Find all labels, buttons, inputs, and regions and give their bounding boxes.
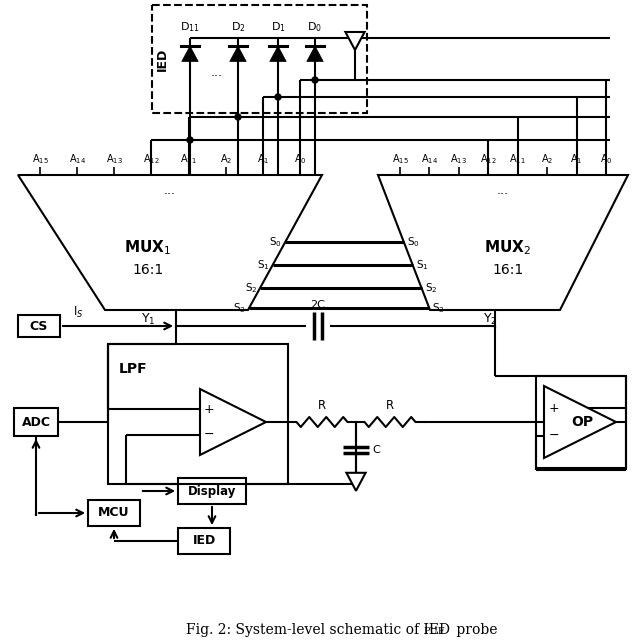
Text: A$_{14}$: A$_{14}$ xyxy=(421,152,438,166)
Text: Y$_2$: Y$_2$ xyxy=(483,312,497,327)
Text: R: R xyxy=(318,399,326,412)
Polygon shape xyxy=(544,386,616,458)
Text: A$_{12}$: A$_{12}$ xyxy=(143,152,160,166)
Text: S$_3$: S$_3$ xyxy=(432,301,445,315)
Text: A$_1$: A$_1$ xyxy=(570,152,583,166)
Text: S$_2$: S$_2$ xyxy=(244,281,257,295)
Text: MCU: MCU xyxy=(99,506,130,520)
Text: LPF: LPF xyxy=(118,362,147,376)
Text: A$_{13}$: A$_{13}$ xyxy=(106,152,123,166)
Text: S$_0$: S$_0$ xyxy=(269,235,282,249)
Text: 16:1: 16:1 xyxy=(492,263,524,277)
Polygon shape xyxy=(269,46,286,61)
Polygon shape xyxy=(307,46,323,61)
Bar xyxy=(536,376,626,468)
Bar xyxy=(108,344,288,484)
Text: S$_3$: S$_3$ xyxy=(234,301,246,315)
Polygon shape xyxy=(200,389,266,455)
Bar xyxy=(14,408,58,436)
Circle shape xyxy=(312,77,318,83)
Circle shape xyxy=(275,94,281,100)
Text: −: − xyxy=(549,429,559,442)
Text: A$_{11}$: A$_{11}$ xyxy=(180,152,197,166)
Text: A$_{15}$: A$_{15}$ xyxy=(31,152,49,166)
Text: 2C: 2C xyxy=(310,300,325,310)
Text: S$_0$: S$_0$ xyxy=(407,235,420,249)
Polygon shape xyxy=(346,473,365,491)
Text: ADC: ADC xyxy=(22,415,51,428)
Bar xyxy=(178,478,246,504)
Text: D$_0$: D$_0$ xyxy=(307,20,323,34)
Text: OP: OP xyxy=(571,415,593,429)
Text: PUF: PUF xyxy=(423,627,445,636)
Text: MUX$_2$: MUX$_2$ xyxy=(484,239,532,258)
Bar xyxy=(18,315,60,337)
Polygon shape xyxy=(18,175,322,310)
Text: D$_2$: D$_2$ xyxy=(230,20,245,34)
Text: +: + xyxy=(548,402,559,415)
Polygon shape xyxy=(346,32,365,50)
Text: ...: ... xyxy=(211,66,223,79)
Text: probe: probe xyxy=(452,623,497,637)
Text: Y$_1$: Y$_1$ xyxy=(141,312,156,327)
Text: CS: CS xyxy=(30,319,48,332)
Text: A$_{12}$: A$_{12}$ xyxy=(480,152,497,166)
Text: MUX$_1$: MUX$_1$ xyxy=(124,239,172,258)
Circle shape xyxy=(235,114,241,120)
Text: ...: ... xyxy=(497,184,509,196)
Text: A$_0$: A$_0$ xyxy=(600,152,612,166)
Text: A$_{13}$: A$_{13}$ xyxy=(451,152,467,166)
Text: I$_S$: I$_S$ xyxy=(73,305,83,320)
Text: A$_2$: A$_2$ xyxy=(220,152,232,166)
Text: A$_{15}$: A$_{15}$ xyxy=(392,152,408,166)
Text: −: − xyxy=(204,428,214,441)
Text: A$_1$: A$_1$ xyxy=(257,152,269,166)
Text: Fig. 2: System-level schematic of IED: Fig. 2: System-level schematic of IED xyxy=(186,623,450,637)
Text: D$_{11}$: D$_{11}$ xyxy=(180,20,200,34)
Text: R: R xyxy=(386,399,394,412)
Text: A$_0$: A$_0$ xyxy=(294,152,307,166)
Text: A$_{11}$: A$_{11}$ xyxy=(509,152,526,166)
Text: Display: Display xyxy=(188,484,236,498)
Text: D$_1$: D$_1$ xyxy=(271,20,285,34)
Circle shape xyxy=(187,137,193,143)
Text: S$_1$: S$_1$ xyxy=(257,258,269,272)
Text: A$_{14}$: A$_{14}$ xyxy=(68,152,86,166)
Bar xyxy=(152,5,367,113)
Text: S$_1$: S$_1$ xyxy=(415,258,428,272)
Text: S$_2$: S$_2$ xyxy=(424,281,437,295)
Polygon shape xyxy=(378,175,628,310)
Bar xyxy=(88,500,140,526)
Text: A$_2$: A$_2$ xyxy=(541,152,554,166)
Text: +: + xyxy=(204,403,214,416)
Text: ...: ... xyxy=(164,184,176,196)
Polygon shape xyxy=(182,46,198,61)
Text: C: C xyxy=(372,445,380,455)
Text: IED: IED xyxy=(156,48,168,71)
Text: 16:1: 16:1 xyxy=(132,263,164,277)
Polygon shape xyxy=(230,46,246,61)
Text: IED: IED xyxy=(193,535,216,547)
Bar xyxy=(178,528,230,554)
